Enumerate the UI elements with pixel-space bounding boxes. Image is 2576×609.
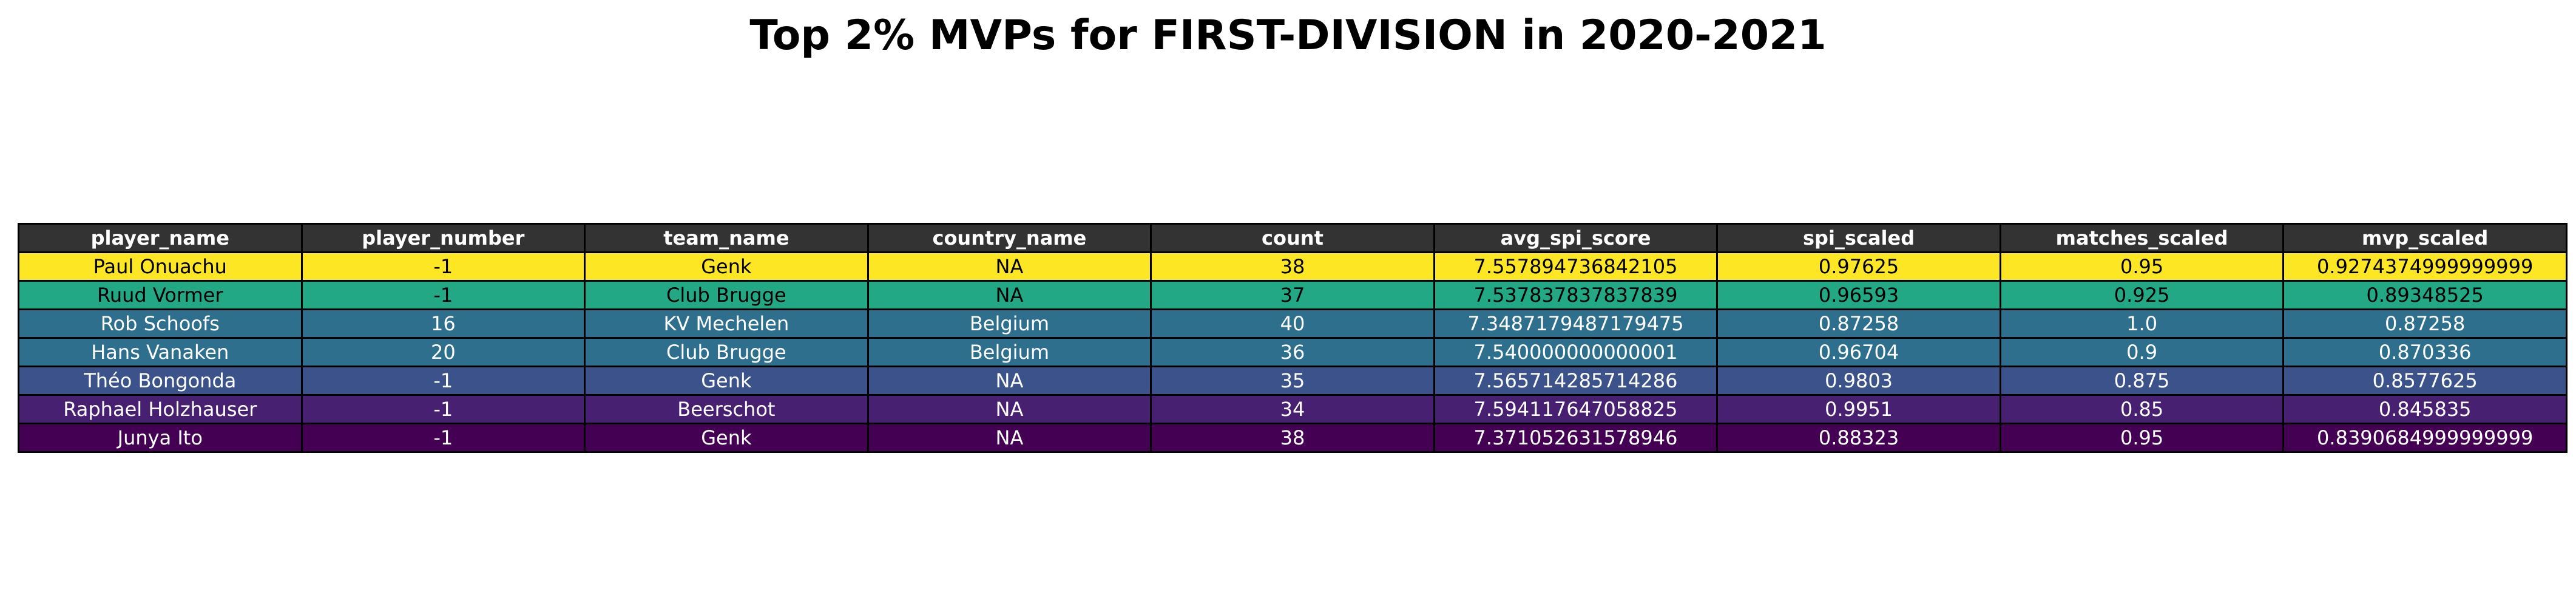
table-cell-count: 35: [1150, 366, 1435, 396]
table-body: Paul Onuachu -1 Genk NA 38 7.557894736842105 0…: [18, 251, 2568, 453]
table-cell-mvp-scaled: 0.9274374999999999: [2282, 251, 2568, 282]
table-cell-avg-spi-score: 7.537837837837839: [1433, 280, 1719, 310]
table-cell-matches-scaled: 0.85: [1999, 394, 2285, 424]
table-cell-matches-scaled: 1.0: [1999, 308, 2285, 339]
table-cell-player-number: 20: [300, 337, 586, 367]
table-cell-avg-spi-score: 7.371052631578946: [1433, 423, 1719, 453]
table-cell-spi-scaled: 0.9803: [1716, 366, 2001, 396]
column-header-player-number: player_number: [300, 223, 586, 253]
table-cell-matches-scaled: 0.9: [1999, 337, 2285, 367]
table-row: Théo Bongonda -1 Genk NA 35 7.565714285714286…: [18, 366, 2568, 396]
table-cell-avg-spi-score: 7.565714285714286: [1433, 366, 1719, 396]
table-cell-avg-spi-score: 7.557894736842105: [1433, 251, 1719, 282]
table-cell-count: 37: [1150, 280, 1435, 310]
table-cell-team-name: Beerschot: [584, 394, 869, 424]
table-cell-country-name: NA: [867, 280, 1152, 310]
column-header-team-name: team_name: [584, 223, 869, 253]
table-cell-mvp-scaled: 0.845835: [2282, 394, 2568, 424]
column-header-matches-scaled: matches_scaled: [1999, 223, 2285, 253]
table-cell-player-number: -1: [300, 251, 586, 282]
table-row: Paul Onuachu -1 Genk NA 38 7.557894736842105 0…: [18, 251, 2568, 282]
table-cell-country-name: Belgium: [867, 308, 1152, 339]
table-row: Hans Vanaken 20 Club Brugge Belgium 36 7.5400…: [18, 337, 2568, 367]
table-cell-player-name: Paul Onuachu: [18, 251, 303, 282]
table-row: Junya Ito -1 Genk NA 38 7.371052631578946 0.88…: [18, 423, 2568, 453]
table-cell-spi-scaled: 0.97625: [1716, 251, 2001, 282]
table-cell-player-number: -1: [300, 366, 586, 396]
column-header-spi-scaled: spi_scaled: [1716, 223, 2001, 253]
table-cell-matches-scaled: 0.875: [1999, 366, 2285, 396]
table-cell-player-number: -1: [300, 280, 586, 310]
table-cell-country-name: NA: [867, 366, 1152, 396]
table-row: Raphael Holzhauser -1 Beerschot NA 34 7.59411…: [18, 394, 2568, 424]
table-cell-country-name: Belgium: [867, 337, 1152, 367]
table-cell-team-name: Genk: [584, 251, 869, 282]
table-cell-mvp-scaled: 0.89348525: [2282, 280, 2568, 310]
column-header-count: count: [1150, 223, 1435, 253]
table-cell-country-name: NA: [867, 394, 1152, 424]
table-cell-country-name: NA: [867, 251, 1152, 282]
table-cell-matches-scaled: 0.95: [1999, 251, 2285, 282]
table-cell-spi-scaled: 0.9951: [1716, 394, 2001, 424]
table-cell-team-name: Genk: [584, 366, 869, 396]
table-cell-player-name: Hans Vanaken: [18, 337, 303, 367]
table-cell-mvp-scaled: 0.870336: [2282, 337, 2568, 367]
table-row: Ruud Vormer -1 Club Brugge NA 37 7.5378378378…: [18, 280, 2568, 310]
mvp-table: player_name player_number team_name country…: [18, 223, 2568, 453]
table-cell-team-name: Club Brugge: [584, 337, 869, 367]
table-cell-count: 40: [1150, 308, 1435, 339]
column-header-player-name: player_name: [18, 223, 303, 253]
table-cell-player-name: Raphael Holzhauser: [18, 394, 303, 424]
table-cell-mvp-scaled: 0.8577625: [2282, 366, 2568, 396]
table-cell-player-name: Ruud Vormer: [18, 280, 303, 310]
table-cell-count: 36: [1150, 337, 1435, 367]
column-header-avg-spi-score: avg_spi_score: [1433, 223, 1719, 253]
table-cell-count: 34: [1150, 394, 1435, 424]
table-cell-spi-scaled: 0.88323: [1716, 423, 2001, 453]
table-cell-player-name: Rob Schoofs: [18, 308, 303, 339]
table-cell-avg-spi-score: 7.540000000000001: [1433, 337, 1719, 367]
table-cell-avg-spi-score: 7.3487179487179475: [1433, 308, 1719, 339]
column-header-mvp-scaled: mvp_scaled: [2282, 223, 2568, 253]
table-cell-team-name: Club Brugge: [584, 280, 869, 310]
table-cell-matches-scaled: 0.95: [1999, 423, 2285, 453]
table-cell-spi-scaled: 0.96704: [1716, 337, 2001, 367]
table-header-row: player_name player_number team_name country…: [18, 223, 2568, 253]
table-cell-mvp-scaled: 0.8390684999999999: [2282, 423, 2568, 453]
column-header-country-name: country_name: [867, 223, 1152, 253]
table-cell-spi-scaled: 0.87258: [1716, 308, 2001, 339]
table-cell-player-name: Junya Ito: [18, 423, 303, 453]
table-cell-player-number: 16: [300, 308, 586, 339]
table-cell-count: 38: [1150, 423, 1435, 453]
table-cell-player-name: Théo Bongonda: [18, 366, 303, 396]
table-cell-team-name: Genk: [584, 423, 869, 453]
chart-title: Top 2% MVPs for FIRST-DIVISION in 2020-2…: [749, 12, 1827, 60]
table-cell-avg-spi-score: 7.594117647058825: [1433, 394, 1719, 424]
table-cell-mvp-scaled: 0.87258: [2282, 308, 2568, 339]
table-row: Rob Schoofs 16 KV Mechelen Belgium 40 7.34871…: [18, 308, 2568, 339]
table-cell-team-name: KV Mechelen: [584, 308, 869, 339]
table-cell-country-name: NA: [867, 423, 1152, 453]
table-cell-spi-scaled: 0.96593: [1716, 280, 2001, 310]
table-cell-player-number: -1: [300, 423, 586, 453]
table-cell-player-number: -1: [300, 394, 586, 424]
table-cell-matches-scaled: 0.925: [1999, 280, 2285, 310]
table-cell-count: 38: [1150, 251, 1435, 282]
